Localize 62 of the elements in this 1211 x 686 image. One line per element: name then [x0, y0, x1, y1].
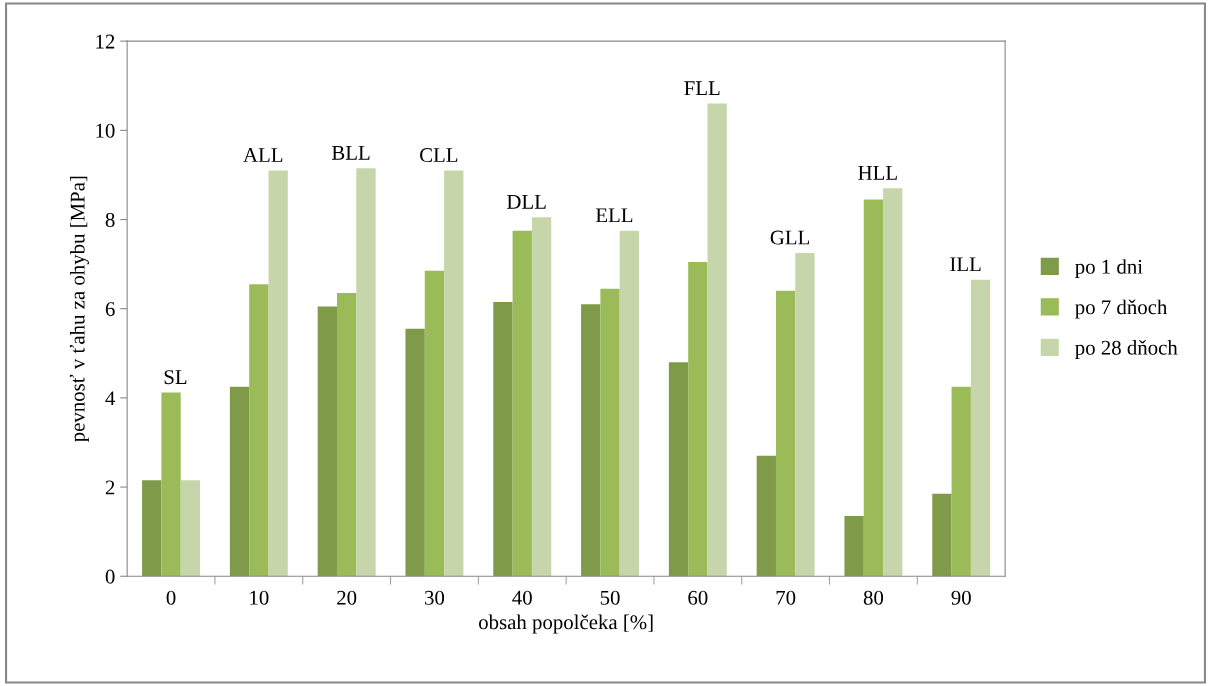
bar: [317, 306, 337, 577]
annotation: FLL: [684, 81, 720, 95]
bar: [951, 386, 971, 577]
bar: [775, 290, 796, 577]
bar: [161, 392, 181, 577]
y-tick-label: 10: [96, 123, 115, 138]
annotation: ELL: [595, 208, 633, 223]
bar: [180, 480, 201, 577]
y-tick-label: 8: [105, 212, 115, 227]
x-tick-label: 80: [863, 590, 884, 605]
annotation: CLL: [420, 148, 458, 163]
bar: [619, 230, 640, 577]
x-tick-label: 60: [688, 590, 708, 605]
bar: [142, 480, 162, 577]
bar: [512, 230, 532, 577]
x-tick-label: 50: [600, 590, 620, 605]
y-tick-label: 4: [105, 391, 116, 406]
bar: [707, 103, 727, 577]
annotation: BLL: [331, 146, 370, 160]
bar: [493, 302, 513, 577]
x-tick-label: 90: [951, 590, 971, 605]
bar: [336, 293, 357, 577]
annotation: DLL: [506, 195, 546, 209]
bar: [229, 386, 250, 577]
bar: [268, 170, 288, 577]
bar: [249, 284, 269, 577]
bar: [844, 516, 864, 577]
annotation: SL: [164, 370, 187, 385]
bar: [668, 362, 689, 577]
bar: [688, 261, 708, 577]
y-tick-label: 0: [105, 569, 115, 584]
bar: [600, 288, 620, 577]
bar: [932, 493, 952, 577]
bar: [863, 199, 884, 577]
bar: [424, 270, 445, 577]
bar: [531, 217, 552, 577]
legend-label: po 1 dni: [1075, 259, 1143, 279]
annotation: HLL: [858, 166, 897, 180]
bar: [883, 188, 903, 577]
x-tick-label: 70: [776, 590, 796, 605]
annotation: ILL: [950, 257, 981, 272]
legend-label: po 28 dňoch: [1075, 340, 1178, 359]
bar: [581, 304, 601, 577]
bar: [756, 455, 776, 577]
y-axis-title: pevnosť v ťahu za ohybu [MPa]: [69, 176, 89, 442]
y-tick-label: 6: [105, 302, 115, 317]
bar: [970, 279, 991, 577]
x-tick-label: 0: [166, 590, 176, 605]
bar: [405, 328, 425, 577]
y-tick-label: 12: [96, 34, 115, 49]
x-tick-label: 30: [425, 590, 445, 605]
x-tick-label: 10: [250, 590, 269, 605]
legend-label: po 7 dňoch: [1075, 299, 1168, 319]
bar: [444, 170, 464, 577]
y-tick-label: 2: [105, 480, 115, 495]
x-axis-title: obsah popolčeka [%]: [479, 614, 653, 634]
x-tick-label: 40: [512, 590, 532, 605]
annotation: GLL: [770, 230, 810, 245]
annotation: ALL: [243, 148, 283, 162]
x-tick-label: 20: [337, 590, 357, 605]
bar: [356, 168, 376, 577]
bar: [795, 252, 815, 577]
